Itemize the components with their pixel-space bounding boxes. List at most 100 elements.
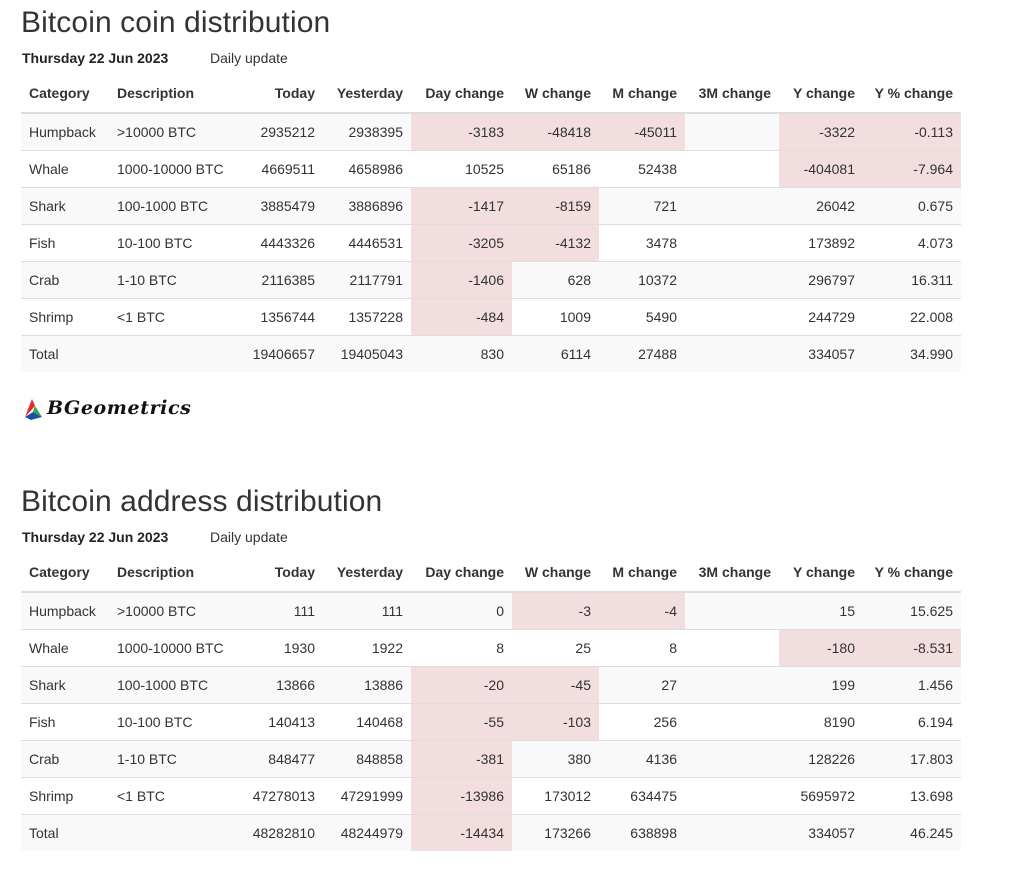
cell-yesterday: 1922 [323,629,411,667]
cell-description: 100-1000 BTC [109,666,244,704]
cell-3m-change [685,113,779,151]
cell-y-pct-change: 0.675 [863,187,961,225]
table-row: Shrimp <1 BTC 47278013 47291999 -13986 173012… [21,777,961,815]
cell-yesterday: 13886 [323,666,411,704]
cell-3m-change [685,666,779,704]
cell-yesterday: 19405043 [323,335,411,372]
cell-yesterday: 1357228 [323,298,411,336]
cell-day-change: 10525 [411,150,512,188]
table-row: Humpback >10000 BTC 2935212 2938395 -3183 -48… [21,113,961,151]
address-distribution-section: Bitcoin address distribution Thursday 22… [21,485,961,851]
cell-category: Shark [21,666,109,704]
cell-today: 140413 [244,703,323,741]
cell-today: 1930 [244,629,323,667]
cell-y-change: 173892 [779,224,863,262]
cell-day-change: 8 [411,629,512,667]
cell-description: >10000 BTC [109,113,244,151]
cell-yesterday: 3886896 [323,187,411,225]
cell-y-change: 128226 [779,740,863,778]
cell-w-change: -45 [512,666,599,704]
cell-today: 48282810 [244,814,323,851]
cell-yesterday: 2117791 [323,261,411,299]
cell-y-pct-change: 17.803 [863,740,961,778]
cell-yesterday: 140468 [323,703,411,741]
cell-today: 47278013 [244,777,323,815]
cell-w-change: -103 [512,703,599,741]
cell-day-change: -13986 [411,777,512,815]
cell-w-change: 173012 [512,777,599,815]
cell-3m-change [685,703,779,741]
cell-today: 1356744 [244,298,323,336]
cell-3m-change [685,592,779,630]
cell-yesterday: 111 [323,592,411,630]
cell-yesterday: 4446531 [323,224,411,262]
cell-y-pct-change: 22.008 [863,298,961,336]
cell-w-change: -4132 [512,224,599,262]
col-header-day-change: Day change [411,74,512,114]
coin-distribution-title: Bitcoin coin distribution [21,6,331,39]
cell-description: 10-100 BTC [109,224,244,262]
col-header-yesterday: Yesterday [323,553,411,593]
cell-w-change: 1009 [512,298,599,336]
cell-today: 111 [244,592,323,630]
col-header-y-pct-change: Y % change [863,74,961,114]
cell-category: Crab [21,261,109,299]
table-row: Shark 100-1000 BTC 13866 13886 -20 -45 27 199 1.… [21,666,961,704]
cell-m-change: 10372 [599,261,685,299]
col-header-category: Category [21,74,109,114]
col-header-yesterday: Yesterday [323,74,411,114]
cell-y-change: 296797 [779,261,863,299]
cell-today: 19406657 [244,335,323,372]
table-row: Shark 100-1000 BTC 3885479 3886896 -1417 -815… [21,187,961,225]
cell-3m-change [685,335,779,372]
cell-today: 13866 [244,666,323,704]
cell-m-change: 27488 [599,335,685,372]
cell-y-pct-change: -8.531 [863,629,961,667]
cell-today: 4443326 [244,224,323,262]
col-header-m-change: M change [599,553,685,593]
cell-day-change: -3183 [411,113,512,151]
table-header-row: Category Description Today Yesterday Day… [21,553,961,593]
table-row: Humpback >10000 BTC 111 111 0 -3 -4 15 15.625 [21,592,961,630]
cell-y-pct-change: 16.311 [863,261,961,299]
col-header-day-change: Day change [411,553,512,593]
coin-distribution-meta: Thursday 22 Jun 2023 Daily update [21,40,961,74]
table-total-row: Total 48282810 48244979 -14434 173266 638898 3… [21,814,961,851]
col-header-3m-change: 3M change [685,74,779,114]
col-header-y-change: Y change [779,74,863,114]
cell-3m-change [685,187,779,225]
cell-m-change: 8 [599,629,685,667]
cell-day-change: -484 [411,298,512,336]
cell-category: Total [21,814,109,851]
cell-category: Shrimp [21,298,109,336]
cell-day-change: 830 [411,335,512,372]
cell-category: Fish [21,703,109,741]
cell-y-pct-change: 6.194 [863,703,961,741]
cell-m-change: 721 [599,187,685,225]
cell-y-change: 244729 [779,298,863,336]
cell-today: 3885479 [244,187,323,225]
cell-w-change: 6114 [512,335,599,372]
cell-day-change: -20 [411,666,512,704]
cell-yesterday: 48244979 [323,814,411,851]
cell-y-pct-change: 1.456 [863,666,961,704]
cell-y-change: -404081 [779,150,863,188]
cell-category: Shark [21,187,109,225]
cell-y-change: -3322 [779,113,863,151]
cell-today: 4669511 [244,150,323,188]
address-distribution-table: Category Description Today Yesterday Day… [21,553,961,851]
cell-m-change: 634475 [599,777,685,815]
cell-y-change: 199 [779,666,863,704]
cell-3m-change [685,224,779,262]
col-header-m-change: M change [599,74,685,114]
cell-today: 2116385 [244,261,323,299]
col-header-w-change: W change [512,74,599,114]
cell-description [109,814,244,851]
cell-3m-change [685,629,779,667]
cell-description: 100-1000 BTC [109,187,244,225]
cell-m-change: 27 [599,666,685,704]
table-row: Crab 1-10 BTC 848477 848858 -381 380 4136 12822… [21,740,961,778]
cell-description: 10-100 BTC [109,703,244,741]
table-header-row: Category Description Today Yesterday Day… [21,74,961,114]
cell-day-change: 0 [411,592,512,630]
